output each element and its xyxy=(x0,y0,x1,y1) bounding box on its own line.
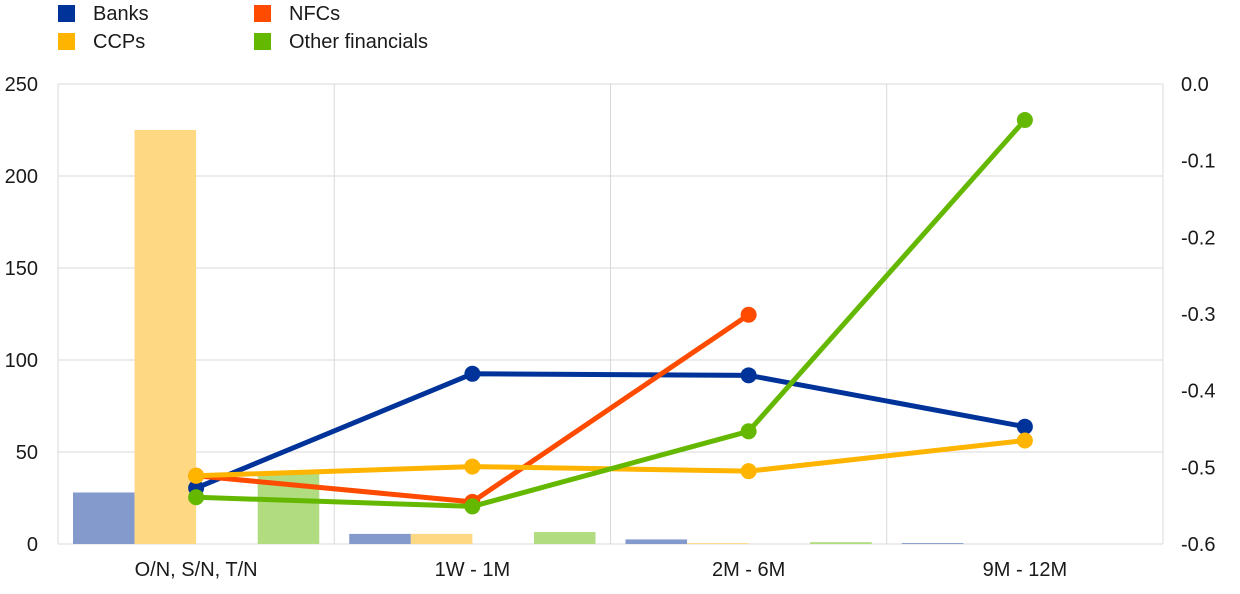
y2-tick-label: -0.1 xyxy=(1181,151,1215,173)
y-tick-label: 250 xyxy=(5,74,38,96)
line-other-financials xyxy=(193,117,1028,509)
point-banks-3 xyxy=(1016,418,1033,435)
y-tick-label: 200 xyxy=(5,166,38,188)
y-tick-label: 100 xyxy=(5,350,38,372)
x-tick-label: 1W - 1M xyxy=(435,559,511,581)
bar-ccps-0 xyxy=(134,130,197,544)
point-other-financials-2 xyxy=(740,423,757,440)
legend-label-banks: Banks xyxy=(93,3,149,25)
point-other-financials-1 xyxy=(464,498,481,515)
point-nfcs-2 xyxy=(740,306,757,323)
legend-label-ccps: CCPs xyxy=(93,31,145,53)
bar-other-financials-1 xyxy=(533,532,596,544)
y2-tick-label: 0.0 xyxy=(1181,74,1209,96)
y-tick-label: 0 xyxy=(27,534,38,556)
x-tick-label: 9M - 12M xyxy=(983,559,1067,581)
legend-label-nfcs: NFCs xyxy=(289,3,340,25)
point-ccps-1 xyxy=(464,458,481,475)
point-other-financials-3 xyxy=(1016,112,1033,129)
bar-other-financials-2 xyxy=(810,542,872,544)
y2-tick-label: -0.6 xyxy=(1181,534,1215,556)
lines xyxy=(188,112,1033,515)
y2-tick-label: -0.2 xyxy=(1181,227,1215,249)
y-tick-label: 50 xyxy=(16,442,38,464)
bar-ccps-1 xyxy=(410,533,473,544)
y2-tick-label: -0.4 xyxy=(1181,381,1215,403)
bar-ccps-2 xyxy=(687,543,749,544)
y2-tick-label: -0.3 xyxy=(1181,304,1215,326)
bar-banks-2 xyxy=(625,539,688,544)
line-banks xyxy=(193,371,1028,491)
point-ccps-3 xyxy=(1016,432,1033,449)
grid xyxy=(57,83,1164,545)
legend: Banks NFCs CCPs Other financials xyxy=(58,3,428,53)
legend-swatch-other-financials xyxy=(254,33,271,50)
point-ccps-2 xyxy=(740,463,757,480)
point-other-financials-0 xyxy=(188,489,205,506)
axes: 0 50 100 150 200 250 -0.6 -0.5 -0.4 -0.3 -0.2 -0.1 0… xyxy=(5,74,1216,581)
bars xyxy=(73,130,964,544)
point-banks-2 xyxy=(740,367,757,384)
legend-swatch-nfcs xyxy=(254,5,271,22)
x-tick-label: 2M - 6M xyxy=(712,559,785,581)
legend-label-other-financials: Other financials xyxy=(289,31,428,53)
bar-banks-1 xyxy=(349,533,411,544)
point-banks-1 xyxy=(464,365,481,382)
x-tick-label: O/N, S/N, T/N xyxy=(135,559,258,581)
bar-banks-0 xyxy=(73,492,135,544)
point-ccps-0 xyxy=(188,467,205,484)
y2-tick-label: -0.5 xyxy=(1181,457,1215,479)
legend-swatch-banks xyxy=(58,5,75,22)
bar-banks-3 xyxy=(901,543,964,544)
legend-swatch-ccps xyxy=(58,33,75,50)
y-tick-label: 150 xyxy=(5,258,38,280)
